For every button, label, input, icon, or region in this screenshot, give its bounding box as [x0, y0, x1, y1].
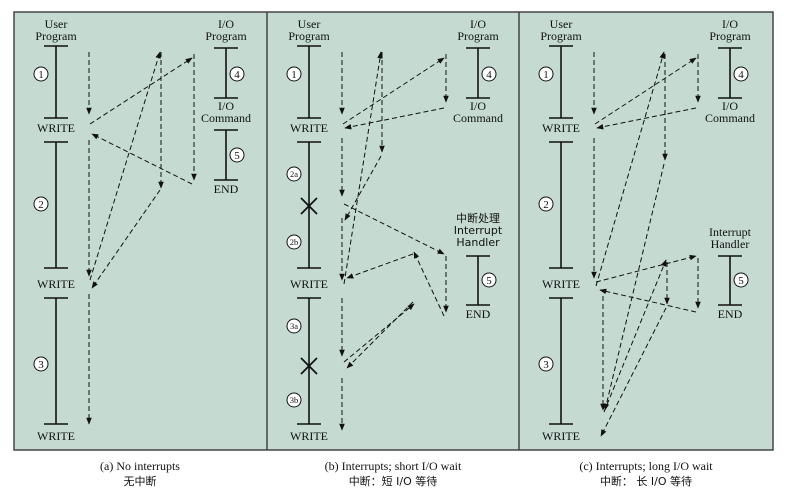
write-label: WRITE — [542, 429, 580, 443]
io-command-label: I/O Command — [201, 99, 251, 125]
write-label: WRITE — [290, 277, 328, 291]
io-command-label: I/O Command — [705, 99, 755, 125]
user-program-label: User Program — [288, 17, 330, 43]
step-number: 4 — [738, 69, 744, 81]
handler-label: Interrupt Handler — [709, 225, 752, 251]
step-number: 5 — [486, 275, 492, 287]
write-label: WRITE — [290, 121, 328, 135]
step-number: 2 — [543, 199, 549, 211]
write-label: WRITE — [37, 429, 75, 443]
panel-c: User Program I/O Program WRITE WRITE WRITE… — [538, 17, 755, 488]
step-number: 2a — [290, 169, 298, 179]
caption: (c) Interrupts; long I/O wait — [579, 459, 713, 473]
step-number: 1 — [543, 69, 549, 81]
user-program-label: User Program — [540, 17, 582, 43]
step-number: 3 — [543, 359, 549, 371]
step-number: 4 — [234, 69, 240, 81]
figure-border — [13, 11, 774, 451]
panel-a: User Program I/O Program WRITE WRITE WRITE… — [33, 17, 251, 488]
caption: (a) No interrupts — [100, 459, 180, 473]
caption-zh: 中断：短 I/O 等待 — [349, 474, 438, 488]
user-program-label: User Program — [35, 17, 77, 43]
write-label: WRITE — [37, 121, 75, 135]
step-number: 2b — [290, 237, 299, 247]
write-label: WRITE — [290, 429, 328, 443]
io-command-label: I/O Command — [453, 99, 503, 125]
step-number: 2 — [38, 199, 44, 211]
step-number: 1 — [291, 69, 297, 81]
step-number: 3a — [290, 321, 298, 331]
step-number: 5 — [738, 275, 744, 287]
io-program-label: I/O Program — [457, 17, 499, 43]
end-label: END — [214, 182, 239, 196]
panel-a-background — [14, 12, 267, 450]
write-label: WRITE — [542, 121, 580, 135]
step-number: 3b — [290, 395, 299, 405]
caption-zh: 无中断 — [124, 474, 157, 488]
step-number: 5 — [234, 150, 240, 162]
panel-b: User Program I/O Program WRITE WRITE WRITE — [286, 17, 503, 488]
write-label: WRITE — [37, 277, 75, 291]
caption-zh: 中断： 长 I/O 等待 — [600, 474, 692, 488]
handler-label: 中断处理 Interrupt Handler — [454, 211, 503, 249]
end-label: END — [718, 307, 743, 321]
step-number: 4 — [486, 69, 492, 81]
step-number: 3 — [38, 359, 44, 371]
end-label: END — [466, 307, 491, 321]
caption: (b) Interrupts; short I/O wait — [325, 459, 462, 473]
interrupt-mark — [300, 197, 318, 375]
step-number: 1 — [38, 69, 44, 81]
io-program-label: I/O Program — [205, 17, 247, 43]
write-label: WRITE — [542, 277, 580, 291]
io-program-label: I/O Program — [709, 17, 751, 43]
